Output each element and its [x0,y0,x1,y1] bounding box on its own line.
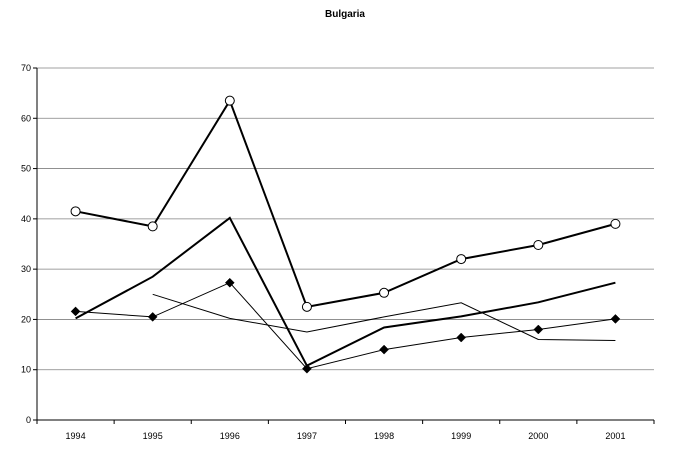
x-tick-label-1994: 1994 [66,431,86,441]
y-tick-label-70: 70 [21,63,31,73]
series-lines [75,98,616,370]
y-tick-label-40: 40 [21,214,31,224]
gridlines [37,67,654,371]
series-3-point-1994 [70,306,81,317]
x-tick-label-2001: 2001 [605,431,625,441]
series-3-point-1999 [456,332,467,343]
series-3-point-1995 [147,312,158,322]
x-axis-tick-labels: 1994 1995 1996 1997 1998 1999 2000 2001 [66,431,626,441]
series-1-point-2001 [610,218,621,229]
series-4-line [152,293,616,341]
series-3-point-1998 [379,344,389,355]
series-1-point-1994 [70,206,81,217]
y-tick-label-50: 50 [21,164,31,174]
chart-title: Bulgaria [325,9,365,20]
series-1-point-1997 [301,301,312,312]
y-tick-label-10: 10 [21,365,31,375]
y-tick-label-60: 60 [21,113,31,123]
series-3-point-2001 [610,314,621,324]
y-tick-label-20: 20 [21,314,31,324]
series-3-point-1996 [224,277,235,288]
series-3-point-1997 [302,363,312,374]
y-axis-tick-labels: 0 10 20 30 40 50 60 70 [21,63,31,425]
x-tick-label-1997: 1997 [297,431,317,441]
series-3-point-2000 [533,324,544,335]
x-tick-label-1998: 1998 [374,431,394,441]
series-markers [70,95,621,374]
series-3-line [75,282,616,370]
x-tick-label-1995: 1995 [143,431,163,441]
x-tick-label-2000: 2000 [528,431,548,441]
y-tick-label-30: 30 [21,264,31,274]
axes [33,67,655,424]
y-tick-label-0: 0 [26,415,31,425]
series-1-point-1996 [224,95,235,106]
series-1-line [75,98,616,309]
series-1-point-1995 [147,221,158,232]
x-tick-label-1999: 1999 [451,431,471,441]
x-tick-label-1996: 1996 [220,431,240,441]
series-1-point-2000 [533,240,544,251]
series-2-line [75,216,616,368]
series-1-point-1998 [379,287,390,298]
series-1-point-1999 [456,254,467,265]
